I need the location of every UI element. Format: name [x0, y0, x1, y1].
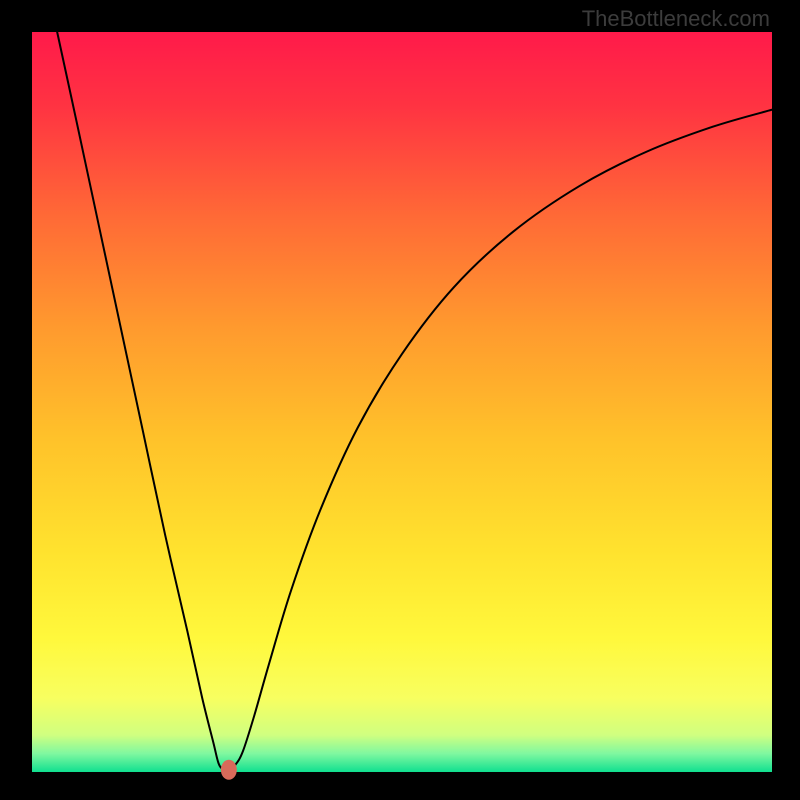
bottleneck-curve [57, 32, 772, 770]
chart-container: TheBottleneck.com [0, 0, 800, 800]
curve-layer [32, 32, 772, 772]
plot-area [32, 32, 772, 772]
minimum-marker [221, 760, 237, 780]
watermark-text: TheBottleneck.com [582, 6, 770, 32]
